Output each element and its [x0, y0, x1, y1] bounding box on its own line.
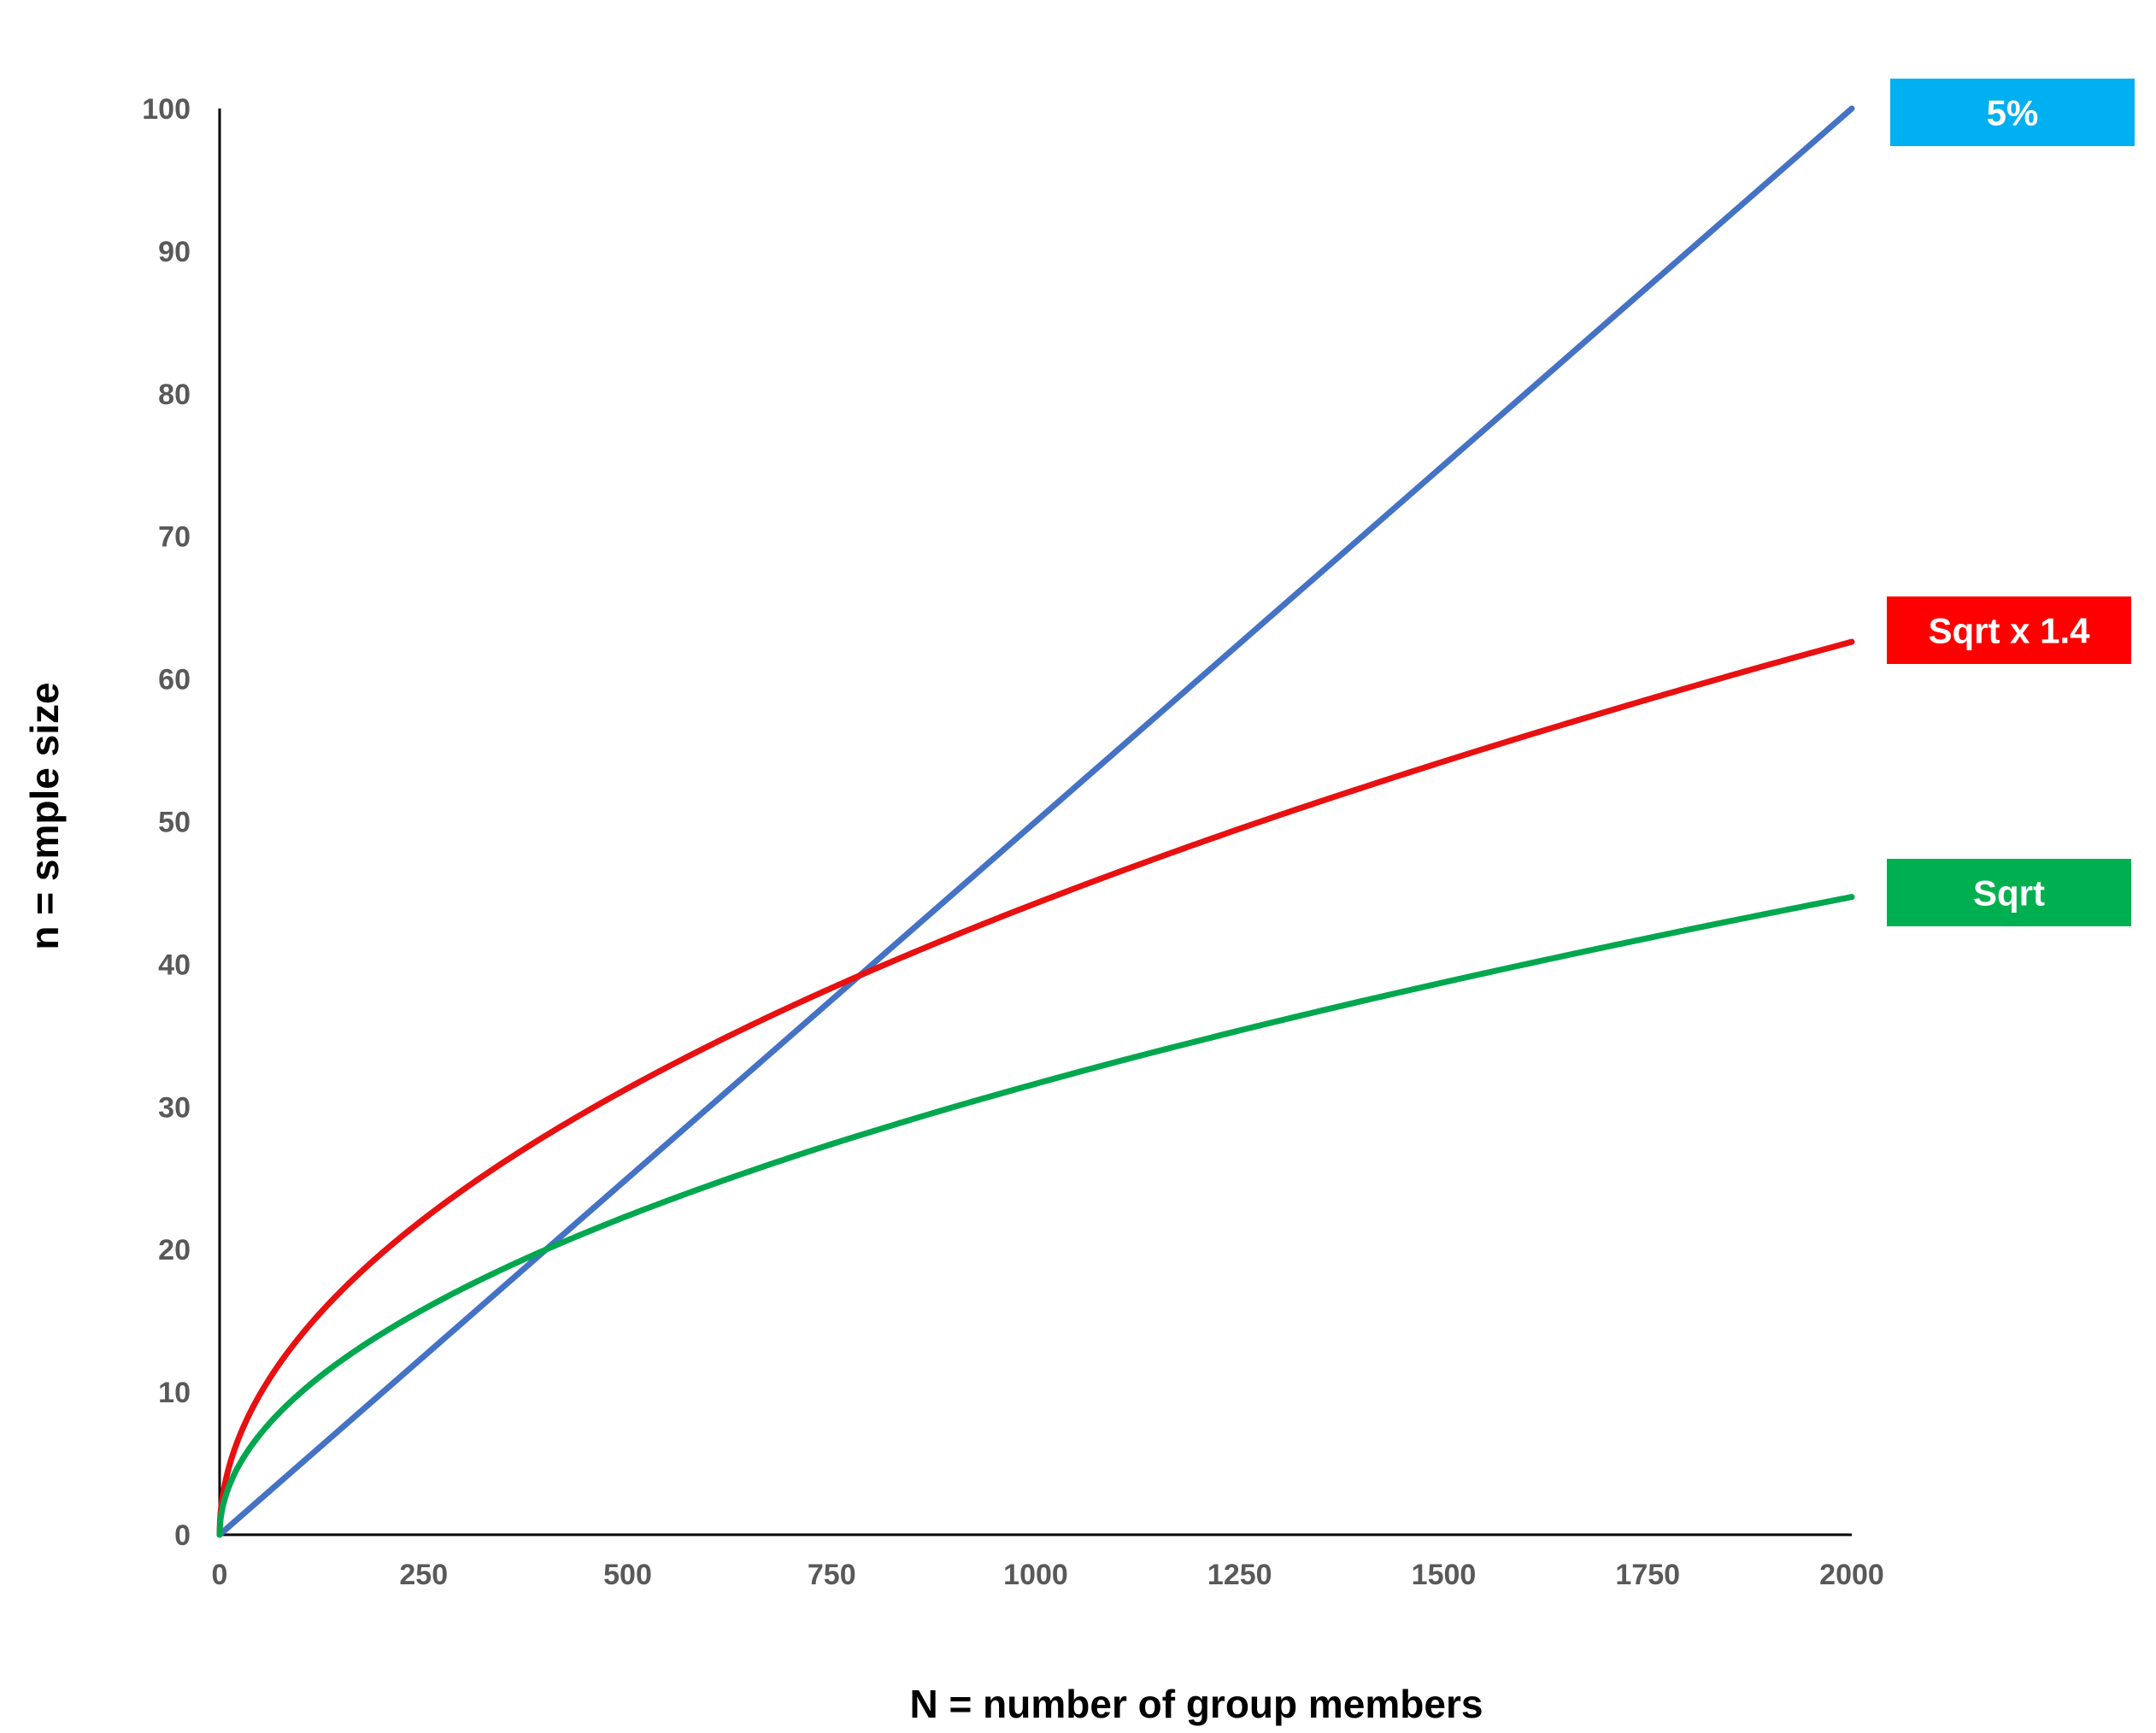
x-tick-label: 250: [399, 1559, 448, 1591]
y-tick-label: 80: [158, 379, 191, 411]
x-tick-label: 0: [212, 1559, 228, 1591]
y-tick-label: 60: [158, 664, 191, 696]
x-tick-label: 1500: [1412, 1559, 1477, 1591]
y-tick-label: 10: [158, 1377, 191, 1409]
x-tick-label: 1750: [1615, 1559, 1680, 1591]
legend-label: Sqrt x 1.4: [1928, 611, 2090, 651]
x-axis-title: N = number of group members: [910, 1682, 1483, 1726]
legend-swatch: [1887, 596, 2131, 664]
y-tick-label: 100: [142, 93, 191, 126]
x-tick-label: 500: [603, 1559, 652, 1591]
series-lines: [216, 105, 1855, 1538]
y-tick-label: 20: [158, 1234, 191, 1266]
y-tick-label: 90: [158, 236, 191, 268]
legend-item: Sqrt x 1.4: [1887, 596, 2131, 664]
x-axis-ticks: 0 250 500 750 1000 1250 1500 1750 2000: [212, 1559, 1884, 1591]
y-axis-ticks: 0 10 20 30 40 50 60 70 80 90 100: [142, 93, 191, 1552]
y-tick-label: 40: [158, 949, 191, 981]
y-tick-label: 30: [158, 1091, 191, 1124]
legend-label: 5%: [1987, 93, 2039, 133]
x-tick-label: 1000: [1003, 1559, 1068, 1591]
y-tick-label: 70: [158, 521, 191, 554]
series-line: [216, 638, 1855, 1538]
legend-item: 5%: [1890, 79, 2135, 146]
legend-label: Sqrt: [1973, 873, 2045, 913]
y-tick-label: 0: [174, 1519, 191, 1552]
y-axis-title: n = smple size: [22, 682, 67, 949]
x-tick-label: 750: [808, 1559, 856, 1591]
legend-swatch: [1890, 79, 2135, 146]
series-line: [216, 894, 1855, 1538]
legend: 5% Sqrt x 1.4 Sqrt: [1887, 79, 2135, 926]
series-line: [216, 105, 1855, 1538]
x-tick-label: 1250: [1207, 1559, 1272, 1591]
x-tick-label: 2000: [1819, 1559, 1884, 1591]
y-tick-label: 50: [158, 807, 191, 839]
legend-item: Sqrt: [1887, 859, 2131, 926]
legend-swatch: [1887, 859, 2131, 926]
